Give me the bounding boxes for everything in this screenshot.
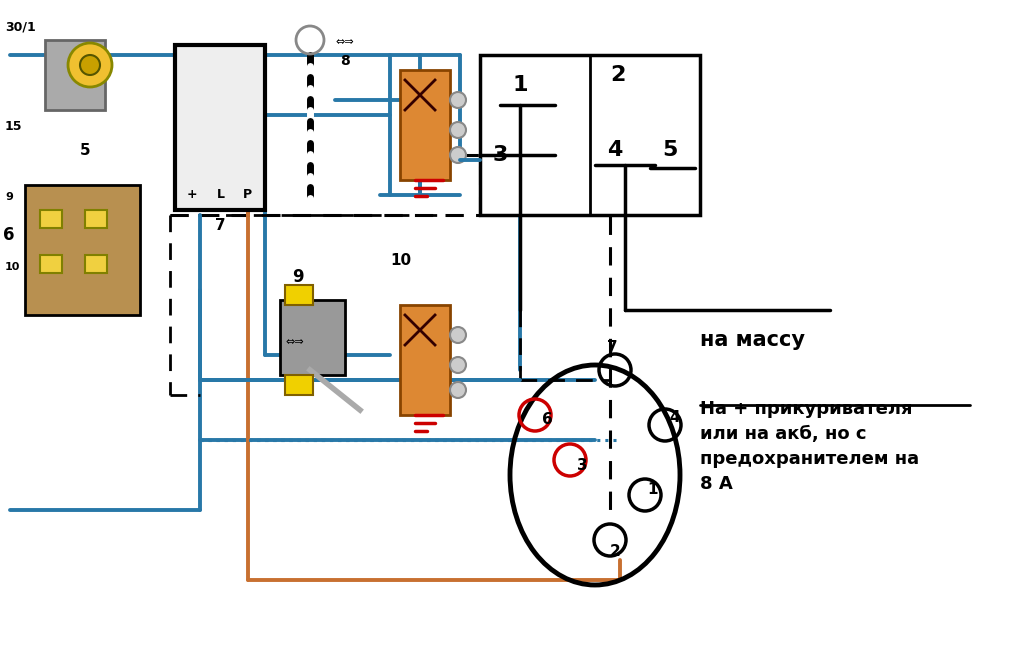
Text: 4: 4: [669, 409, 681, 424]
Text: 1: 1: [648, 483, 658, 498]
Bar: [25, 185, 140, 315]
Text: 7: 7: [215, 218, 225, 233]
Bar: [400, 70, 450, 180]
Text: P: P: [243, 188, 252, 201]
Text: +: +: [187, 188, 198, 201]
Circle shape: [450, 327, 466, 343]
Text: 5: 5: [81, 143, 91, 158]
Text: ⇔⇒: ⇔⇒: [335, 37, 354, 47]
Text: 2: 2: [610, 65, 626, 85]
Text: 10: 10: [390, 253, 411, 268]
Circle shape: [68, 43, 112, 87]
Text: 2: 2: [609, 544, 621, 559]
Text: 3: 3: [577, 457, 587, 472]
Text: 8: 8: [340, 54, 350, 68]
Circle shape: [450, 92, 466, 108]
Text: 9: 9: [5, 192, 13, 202]
Text: 4: 4: [607, 140, 623, 160]
Bar: [400, 305, 450, 415]
Text: на массу: на массу: [700, 330, 805, 350]
Circle shape: [81, 55, 100, 75]
Bar: [285, 285, 313, 305]
Circle shape: [450, 147, 466, 163]
Circle shape: [450, 122, 466, 138]
Text: 10: 10: [5, 262, 20, 272]
Text: 1: 1: [513, 75, 528, 95]
Circle shape: [450, 357, 466, 373]
Bar: [40, 255, 62, 273]
Bar: [480, 55, 700, 215]
Bar: [175, 45, 265, 210]
Text: 9: 9: [292, 268, 304, 286]
Text: На + прикуривателя
или на акб, но с
предохранителем на
8 А: На + прикуривателя или на акб, но с пред…: [700, 400, 919, 493]
Text: 6: 6: [542, 413, 552, 428]
Circle shape: [450, 382, 466, 398]
Bar: [85, 255, 107, 273]
Bar: [280, 300, 345, 375]
Text: 7: 7: [606, 341, 618, 356]
Bar: [85, 210, 107, 228]
Bar: [45, 40, 105, 110]
Text: ⇔⇒: ⇔⇒: [285, 337, 304, 347]
Text: 15: 15: [5, 120, 22, 133]
Text: 6: 6: [3, 226, 14, 244]
Text: 30/1: 30/1: [5, 20, 36, 33]
Text: 3: 3: [492, 145, 507, 165]
Bar: [40, 210, 62, 228]
Bar: [285, 375, 313, 395]
Text: 5: 5: [662, 140, 678, 160]
Text: L: L: [217, 188, 225, 201]
